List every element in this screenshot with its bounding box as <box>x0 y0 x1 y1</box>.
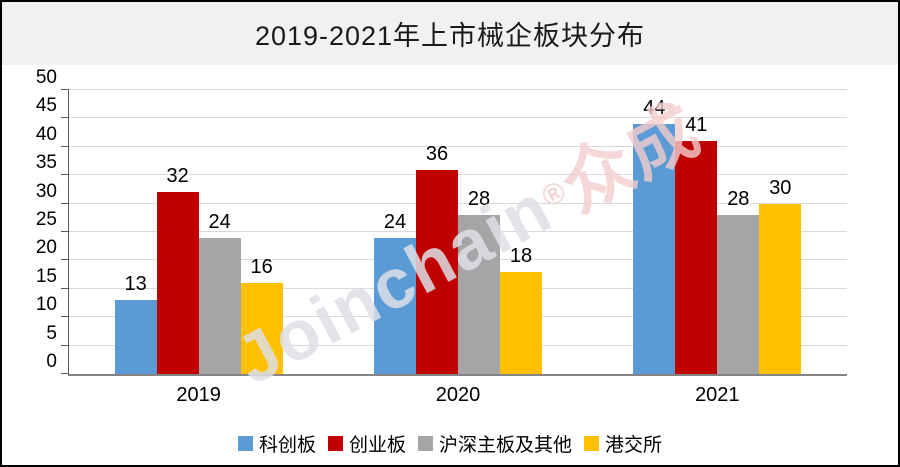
bar-2020-创业板: 36 <box>415 143 458 374</box>
legend-label: 创业板 <box>348 435 406 456</box>
title-band: 2019-2021年上市械企板块分布 <box>2 2 898 65</box>
y-tick-45 <box>61 117 69 119</box>
bar-value-label-2020-创业板: 36 <box>425 142 449 165</box>
legend: 科创板 创业板 沪深主板及其他 港交所 <box>2 430 898 457</box>
plot-area: 0 5 10 15 20 25 30 35 40 45 50 13 32 24 16 24 36 28 18 44 4… <box>36 67 847 406</box>
y-tick-label-35: 35 <box>35 152 57 174</box>
bar-2021-沪深主板及其他: 28 <box>717 188 760 374</box>
y-tick-50 <box>61 89 69 90</box>
legend-label: 沪深主板及其他 <box>439 435 573 456</box>
y-tick-label-45: 45 <box>35 95 57 117</box>
bar-value-label-2020-科创板: 24 <box>383 210 407 233</box>
bar-value-label-2019-创业板: 32 <box>166 165 189 188</box>
bar-2019-创业板: 32 <box>156 165 199 374</box>
gridline-30 <box>69 202 847 204</box>
bar-2019-沪深主板及其他: 24 <box>198 211 241 374</box>
bar-group-2021: 44 41 28 30 <box>588 90 847 374</box>
y-tick-35 <box>61 174 69 176</box>
gridline-50 <box>69 89 847 90</box>
bar-value-label-2020-沪深主板及其他: 28 <box>467 187 491 210</box>
y-tick-label-20: 20 <box>35 237 57 259</box>
y-tick-10 <box>61 316 69 318</box>
bar-2019-科创板: 13 <box>114 273 157 374</box>
chart-title: 2019-2021年上市械企板块分布 <box>254 21 646 51</box>
y-tick-label-15: 15 <box>35 265 57 287</box>
bar-value-label-2021-港交所: 30 <box>769 176 792 199</box>
gridline-45 <box>69 117 847 119</box>
y-tick-25 <box>61 231 69 232</box>
y-tick-label-10: 10 <box>35 294 57 316</box>
legend-swatch-icon <box>237 436 253 451</box>
bar-value-label-2019-港交所: 16 <box>250 256 273 279</box>
bar-value-label-2019-科创板: 13 <box>124 273 147 296</box>
x-axis: 2019 2020 2021 <box>69 384 847 407</box>
legend-item-创业板: 创业板 <box>327 430 406 457</box>
bar-2019-港交所: 16 <box>240 256 283 374</box>
legend-item-港交所: 港交所 <box>584 430 662 457</box>
bar-value-label-2021-创业板: 41 <box>685 114 708 137</box>
bar-value-label-2019-沪深主板及其他: 24 <box>208 210 231 233</box>
bar-2020-沪深主板及其他: 28 <box>457 188 500 374</box>
y-tick-40 <box>61 145 69 147</box>
bar-2021-创业板: 41 <box>675 114 718 374</box>
y-tick-15 <box>61 287 69 289</box>
bar-value-label-2021-沪深主板及其他: 28 <box>727 187 750 210</box>
bar-group-2019: 13 32 24 16 <box>69 90 328 374</box>
legend-label: 科创板 <box>258 435 316 456</box>
gridline-35 <box>69 174 847 176</box>
legend-item-沪深主板及其他: 沪深主板及其他 <box>418 430 572 457</box>
bar-2021-科创板: 44 <box>633 97 676 374</box>
y-tick-label-25: 25 <box>35 209 57 230</box>
bar-value-label-2020-港交所: 18 <box>509 244 533 267</box>
legend-swatch-icon <box>327 436 343 451</box>
legend-swatch-icon <box>418 436 433 451</box>
bar-2020-港交所: 18 <box>499 245 542 374</box>
y-tick-label-5: 5 <box>46 322 57 344</box>
x-axis-label-2020: 2020 <box>435 384 481 406</box>
y-tick-20 <box>61 259 69 261</box>
y-tick-label-50: 50 <box>35 67 57 88</box>
x-axis-label-2019: 2019 <box>176 384 221 406</box>
y-tick-label-40: 40 <box>35 123 57 145</box>
legend-label: 港交所 <box>605 435 663 456</box>
legend-item-科创板: 科创板 <box>237 430 316 457</box>
bar-2021-港交所: 30 <box>759 177 802 374</box>
x-axis-label-2021: 2021 <box>695 384 740 406</box>
gridline-40 <box>69 145 847 147</box>
y-tick-30 <box>61 202 69 204</box>
bar-2020-科创板: 24 <box>373 211 416 374</box>
y-tick-0 <box>61 373 69 374</box>
bar-group-2020: 24 36 28 18 <box>328 90 587 374</box>
y-tick-5 <box>61 344 69 346</box>
bar-value-label-2021-科创板: 44 <box>643 97 666 120</box>
legend-swatch-icon <box>584 436 600 451</box>
y-tick-label-0: 0 <box>46 351 57 372</box>
bar-groups: 13 32 24 16 24 36 28 18 44 41 28 30 <box>69 90 847 374</box>
y-tick-label-30: 30 <box>35 180 57 202</box>
